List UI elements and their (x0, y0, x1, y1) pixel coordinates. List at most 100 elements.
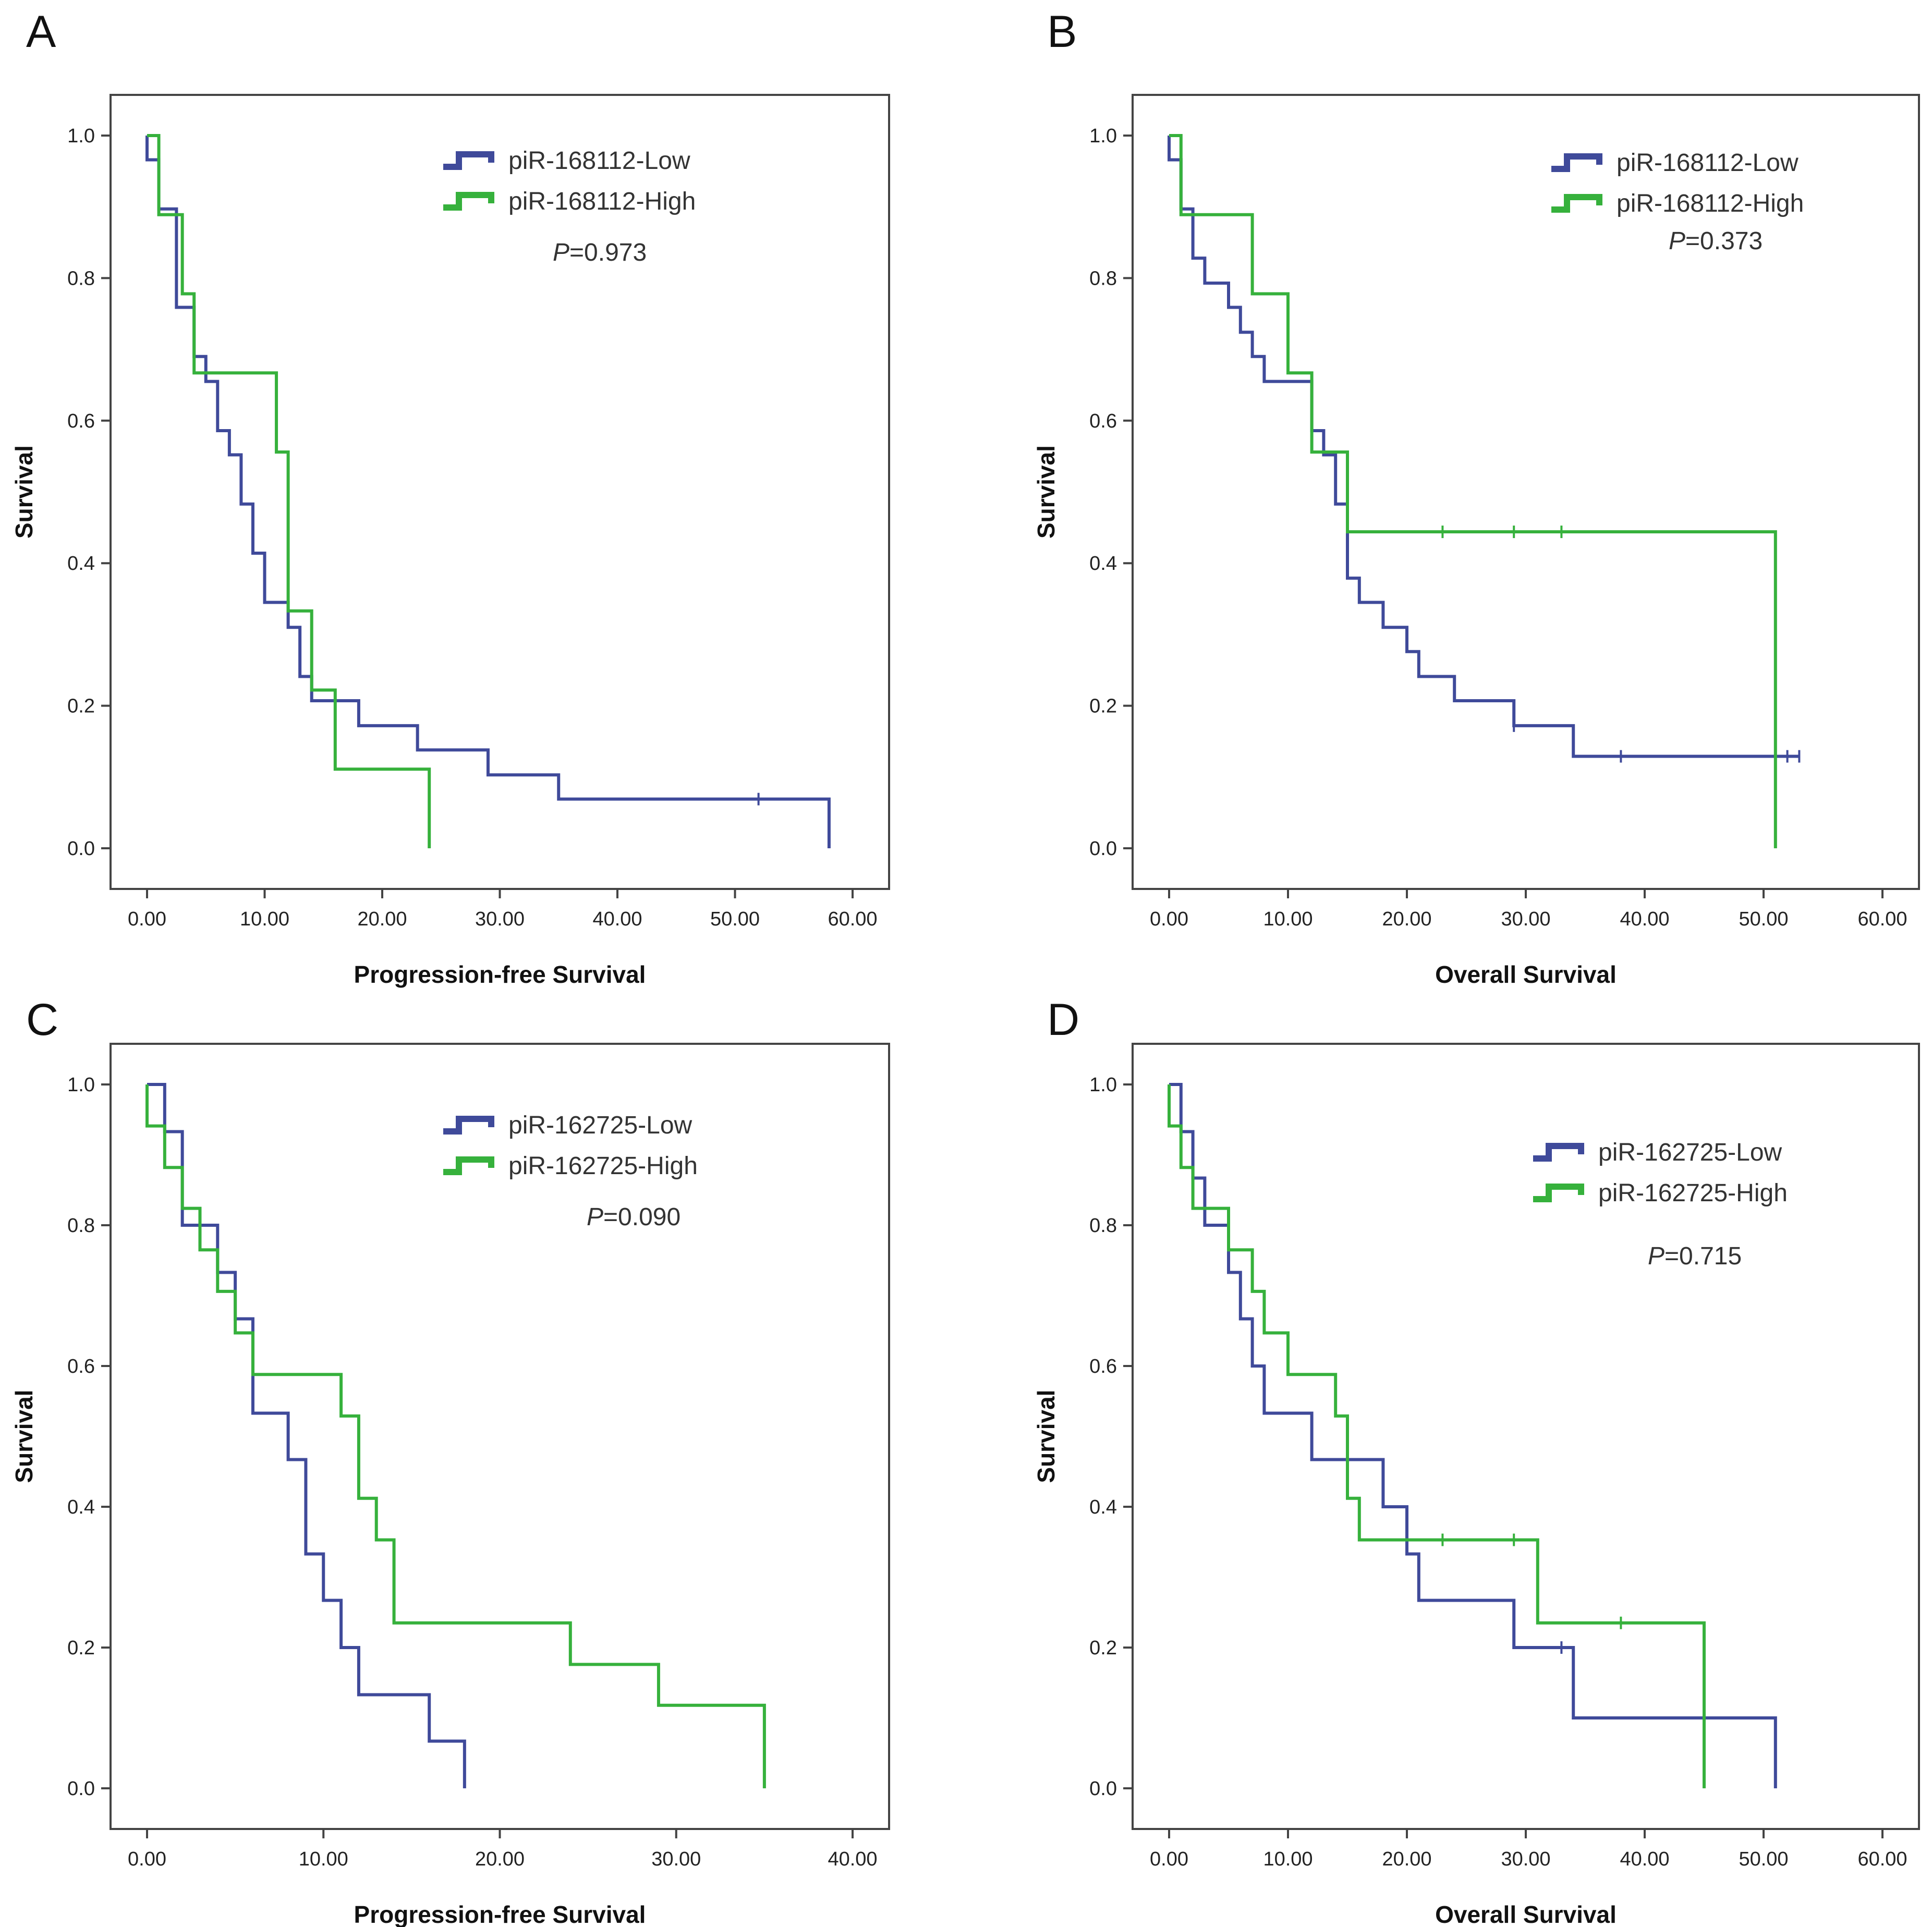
km-curve-low (147, 1083, 466, 1788)
legend-swatch (1551, 194, 1602, 213)
km-curve-high (1168, 1084, 1706, 1788)
legend-label: piR-168112-Low (1617, 149, 1799, 177)
y-tick-label: 0.4 (67, 1496, 95, 1518)
legend-swatch (443, 192, 494, 211)
km-curve-low (1169, 1083, 1777, 1788)
p-value: P=0.973 (553, 239, 647, 266)
legend-label: piR-162725-High (508, 1152, 698, 1180)
y-axis-title: Survival (10, 1390, 38, 1483)
y-tick-label: 1.0 (67, 125, 95, 147)
legend-swatch (1533, 1143, 1584, 1162)
x-tick-label: 20.00 (357, 908, 407, 930)
p-value-number: =0.715 (1664, 1242, 1742, 1270)
legend-swatch (443, 151, 494, 170)
y-tick-label: 0.0 (1089, 1778, 1117, 1800)
y-tick-label: 0.6 (67, 410, 95, 432)
km-curve-low (145, 136, 831, 848)
panel-letter: C (26, 995, 58, 1045)
panel-letter: A (26, 7, 56, 57)
x-tick-label: 0.00 (1150, 1848, 1188, 1870)
x-tick-label: 0.00 (128, 908, 166, 930)
y-tick-label: 0.0 (67, 838, 95, 860)
legend-swatch (443, 1156, 494, 1175)
x-tick-label: 50.00 (1739, 908, 1788, 930)
y-tick-label: 0.8 (67, 267, 95, 289)
legend-label: piR-162725-High (1598, 1179, 1788, 1207)
x-axis-title: Progression-free Survival (354, 1901, 646, 1927)
y-tick-label: 1.0 (1089, 125, 1117, 147)
x-tick-label: 30.00 (1501, 908, 1550, 930)
x-tick-label: 10.00 (1263, 1848, 1313, 1870)
legend-label: piR-168112-High (508, 188, 696, 215)
x-tick-label: 30.00 (651, 1848, 701, 1870)
y-tick-label: 0.8 (1089, 267, 1117, 289)
y-tick-label: 0.0 (1089, 838, 1117, 860)
legend-label: piR-168112-Low (508, 147, 690, 175)
y-tick-label: 0.2 (67, 696, 95, 717)
panel-b: B 0.0 0.2 0.4 0.6 0.8 1.0 0.00 10.00 20.00 30.00 40… (1032, 7, 1920, 988)
y-axis-title: Survival (10, 445, 38, 539)
y-tick-label: 0.8 (67, 1215, 95, 1237)
legend-swatch (1551, 153, 1602, 172)
panel-letter: D (1047, 995, 1079, 1045)
x-tick-label: 40.00 (1620, 908, 1669, 930)
p-value-number: =0.973 (569, 239, 647, 266)
legend-swatch (443, 1116, 494, 1135)
x-tick-label: 60.00 (828, 908, 877, 930)
x-tick-label: 10.00 (1263, 908, 1313, 930)
y-tick-label: 0.4 (67, 553, 95, 575)
km-curve-high (1169, 134, 1777, 848)
p-value-number: =0.373 (1685, 227, 1763, 255)
y-tick-label: 0.6 (1089, 410, 1117, 432)
y-axis-title: Survival (1032, 445, 1060, 539)
legend-label: piR-168112-High (1617, 190, 1804, 217)
x-tick-label: 40.00 (828, 1848, 877, 1870)
x-tick-label: 60.00 (1857, 908, 1907, 930)
y-tick-label: 1.0 (1089, 1074, 1117, 1096)
legend-label: piR-162725-Low (508, 1112, 692, 1139)
legend-label: piR-162725-Low (1598, 1139, 1782, 1166)
x-tick-label: 50.00 (1739, 1848, 1788, 1870)
panel-a: A 0.0 0.2 0.4 0.6 0.8 1.0 0.00 10.00 20.00 30.00 40… (10, 7, 890, 988)
legend: piR-168112-Low piR-168112-High (1551, 149, 1804, 217)
km-curve-low (1168, 136, 1800, 758)
x-tick-label: 0.00 (128, 1848, 166, 1870)
legend-swatch (1533, 1184, 1584, 1202)
legend: piR-162725-Low piR-162725-High (1533, 1139, 1788, 1207)
y-axis-title: Survival (1032, 1390, 1060, 1483)
p-value-number: =0.090 (603, 1203, 681, 1231)
y-tick-label: 0.6 (1089, 1356, 1117, 1377)
p-prefix: P (587, 1203, 603, 1231)
x-tick-label: 30.00 (475, 908, 525, 930)
legend: piR-168112-Low piR-168112-High (443, 147, 696, 215)
x-tick-label: 20.00 (475, 1848, 525, 1870)
x-axis-title: Overall Survival (1435, 961, 1617, 988)
x-tick-label: 40.00 (592, 908, 642, 930)
legend: piR-162725-Low piR-162725-High (443, 1112, 698, 1180)
p-value: P=0.715 (1648, 1242, 1742, 1270)
x-axis-title: Progression-free Survival (354, 961, 646, 988)
panel-d: D 0.0 0.2 0.4 0.6 0.8 1.0 0.00 10.00 20.00 30.00 40… (1032, 995, 1920, 1927)
x-axis-title: Overall Survival (1435, 1901, 1617, 1927)
y-tick-label: 0.4 (1089, 1496, 1117, 1518)
x-tick-label: 50.00 (710, 908, 760, 930)
y-tick-label: 0.2 (67, 1637, 95, 1659)
km-curve-high (145, 1084, 766, 1788)
p-prefix: P (553, 239, 569, 266)
plot-frame (110, 94, 890, 890)
y-tick-label: 0.2 (1089, 1637, 1117, 1659)
y-tick-label: 0.2 (1089, 696, 1117, 717)
panel-c: C 0.0 0.2 0.4 0.6 0.8 1.0 0.00 10.00 20.00 30.00 40… (10, 995, 890, 1927)
km-curve-high (147, 134, 431, 848)
x-tick-label: 0.00 (1150, 908, 1188, 930)
x-tick-label: 10.00 (240, 908, 289, 930)
y-tick-label: 1.0 (67, 1074, 95, 1096)
x-tick-label: 40.00 (1620, 1848, 1669, 1870)
x-tick-label: 20.00 (1382, 1848, 1431, 1870)
panel-letter: B (1047, 7, 1077, 57)
plot-frame (1132, 1043, 1920, 1830)
p-prefix: P (1648, 1242, 1664, 1270)
p-prefix: P (1669, 227, 1685, 255)
x-tick-label: 30.00 (1501, 1848, 1550, 1870)
